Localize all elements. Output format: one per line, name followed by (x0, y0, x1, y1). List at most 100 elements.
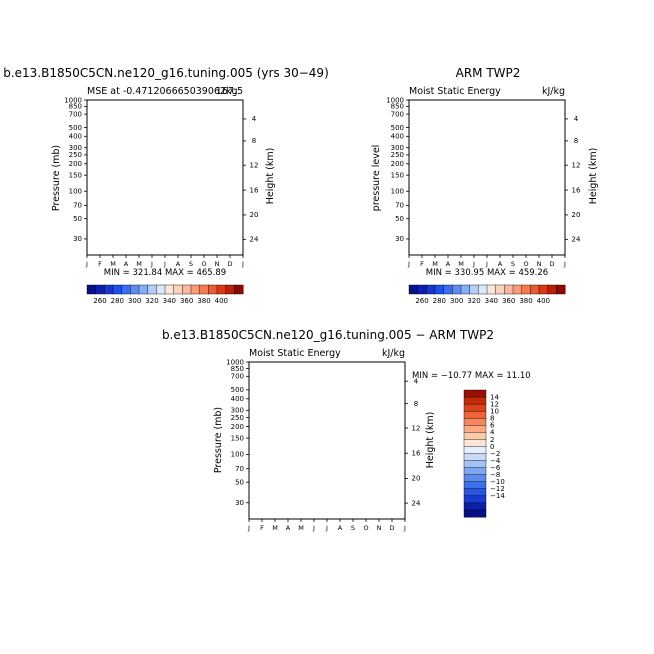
y-tick-label: 700 (231, 373, 244, 381)
x-tick-label: J (312, 524, 315, 532)
y-tick-label: 70 (235, 465, 244, 473)
y2-tick-label: 8 (574, 137, 578, 145)
x-tick-label: A (124, 260, 129, 268)
colorbar-box (469, 284, 479, 295)
colorbar-box (463, 474, 487, 483)
diff-title: b.e13.B1850C5CN.ne120_g16.tuning.005 − A… (162, 328, 494, 342)
colorbar-label: 280 (433, 297, 446, 305)
y-tick-label: 30 (235, 499, 244, 507)
colorbar-box (104, 284, 114, 295)
y2-tick-label: 8 (252, 137, 256, 145)
y-tick-label: 300 (69, 144, 82, 152)
colorbar-label: 10 (490, 408, 499, 416)
y-tick-label: 400 (391, 133, 404, 141)
y-tick-label: 200 (69, 160, 82, 168)
y-tick-label: 100 (231, 451, 244, 459)
y2-tick-label: 20 (412, 475, 421, 483)
p1-left-string: MSE at -0.471206665039062kg (87, 86, 238, 97)
y-tick-label: 250 (231, 414, 244, 422)
colorbar-box (112, 284, 123, 295)
x-tick-label: N (377, 524, 382, 532)
plot-frame (248, 361, 406, 520)
x-tick-label: M (136, 260, 142, 268)
x-tick-label: A (338, 524, 343, 532)
y2-tick-label: 12 (572, 161, 581, 169)
y2-tick-label: 16 (572, 186, 581, 194)
y-tick-label: 500 (391, 124, 404, 132)
colorbar-box (463, 432, 487, 440)
colorbar-label: 6 (490, 422, 495, 430)
colorbar-label: 320 (145, 297, 158, 305)
colorbar-box (556, 284, 566, 295)
colorbar-label: 380 (519, 297, 532, 305)
x-tick-label: F (420, 260, 424, 268)
x-tick-label: S (511, 260, 515, 268)
colorbar-label: 340 (163, 297, 176, 305)
y-tick-label: 400 (231, 395, 244, 403)
colorbar-box (463, 439, 487, 447)
colorbar-box (408, 284, 419, 295)
colorbar-box (216, 284, 227, 295)
colorbar-box (463, 509, 487, 518)
y2-tick-label: 12 (412, 424, 421, 432)
colorbar-box (463, 460, 487, 469)
colorbar-label: 8 (490, 415, 494, 423)
y2-tick-label: 20 (572, 211, 581, 219)
x-tick-label: J (325, 524, 328, 532)
y2-tick-label: 16 (250, 186, 259, 194)
colorbar-box (463, 410, 487, 419)
colorbar-label: 4 (490, 429, 495, 437)
colorbar-label: 360 (180, 297, 193, 305)
y-tick-label: 700 (391, 110, 404, 118)
x-tick-label: J (150, 260, 153, 268)
colorbar-box (138, 284, 149, 295)
colorbar-box (452, 284, 462, 295)
colorbar-box (164, 284, 175, 295)
y-tick-label: 30 (73, 235, 82, 243)
y-tick-label: 70 (73, 202, 82, 210)
y-tick-label: 70 (395, 202, 404, 210)
x-tick-label: M (110, 260, 116, 268)
y2-tick-label: 12 (250, 161, 259, 169)
colorbar-label: −4 (490, 457, 501, 465)
colorbar-label: 260 (415, 297, 428, 305)
x-tick-label: M (432, 260, 438, 268)
p3-ylabel: Pressure (mb) (213, 407, 224, 473)
y2-tick-label: 24 (412, 499, 421, 507)
y-tick-label: 1000 (386, 96, 404, 104)
obs-colorbar: 260 280 300 320 340 360 380 400 (408, 284, 566, 305)
colorbar-label: −8 (490, 471, 500, 479)
x-tick-label: D (549, 260, 554, 268)
colorbar-box (530, 284, 540, 295)
x-tick-label: J (403, 524, 406, 532)
x-tick-label: O (201, 260, 206, 268)
colorbar-box (426, 284, 436, 295)
x-tick-label: J (163, 260, 166, 268)
p2-ylabel-right: Height (km) (588, 148, 599, 205)
colorbar-label: 360 (502, 297, 515, 305)
colorbar-box (234, 284, 244, 295)
colorbar-box (504, 284, 514, 295)
y-tick-label: 200 (391, 160, 404, 168)
colorbar-label: 280 (111, 297, 124, 305)
x-tick-label: F (260, 524, 264, 532)
colorbar-box (460, 284, 471, 295)
colorbar-box (463, 495, 487, 504)
colorbar-box (156, 284, 166, 295)
colorbar-box (95, 284, 105, 295)
obs-mse-plot: J F M A M J J A S O N D J305070100150200250300400500… (386, 96, 581, 268)
p1-right-string: 167.5 (216, 86, 243, 97)
x-tick-label: M (272, 524, 278, 532)
plot-frame (408, 99, 566, 256)
p3-stats: MIN = −10.77 MAX = 11.10 (412, 371, 531, 381)
x-tick-label: O (523, 260, 528, 268)
colorbar-box (417, 284, 427, 295)
x-tick-label: M (298, 524, 304, 532)
colorbar-box (182, 284, 192, 295)
p2-left-string: Moist Static Energy (409, 86, 501, 97)
y-tick-label: 100 (69, 188, 82, 196)
colorbar-box (547, 284, 557, 295)
p1-stats: MIN = 321.84 MAX = 465.89 (104, 268, 226, 278)
colorbar-box (130, 284, 140, 295)
